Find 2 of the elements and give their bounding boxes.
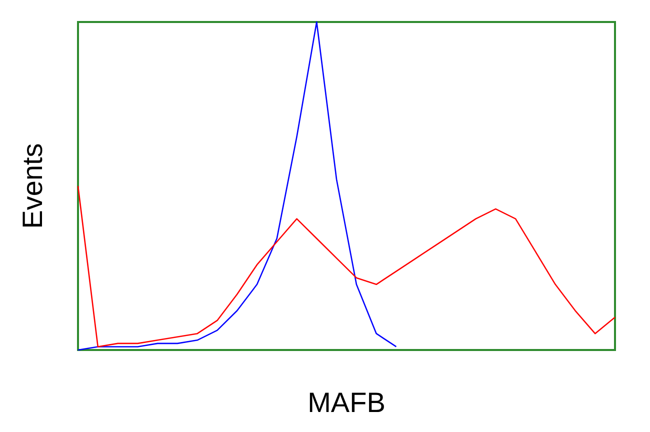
x-axis-title: MAFB — [308, 387, 386, 418]
y-axis-title: Events — [17, 143, 48, 229]
